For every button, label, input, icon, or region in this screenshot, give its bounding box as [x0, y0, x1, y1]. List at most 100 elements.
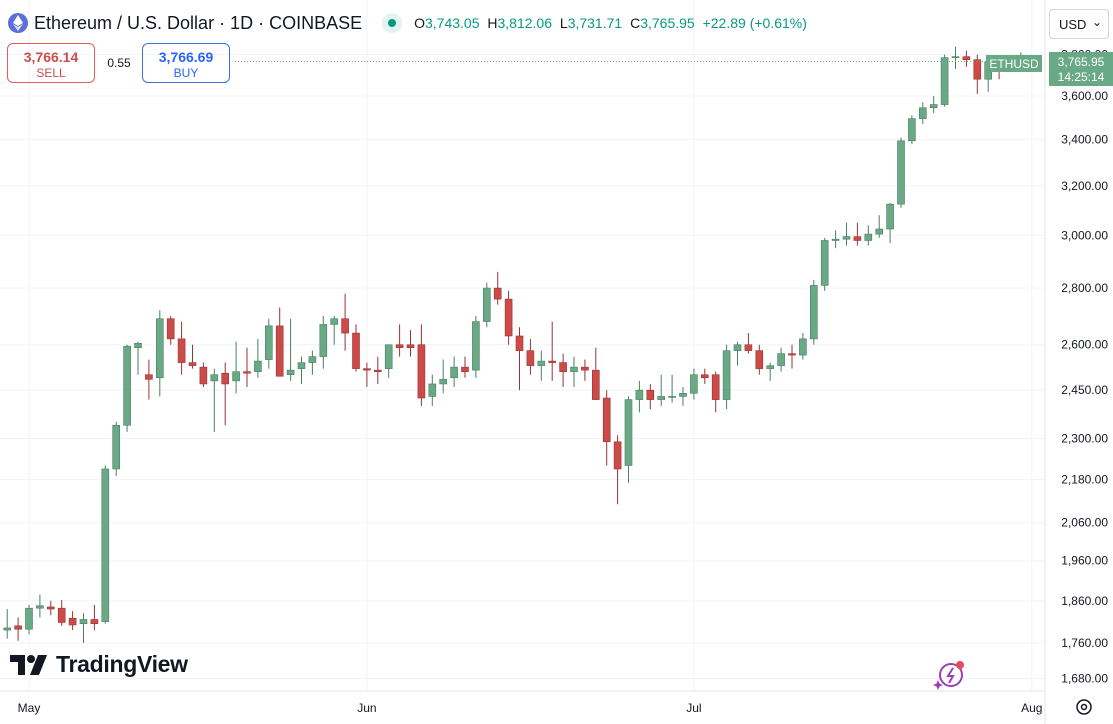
candle [624, 396, 633, 483]
candle [559, 353, 567, 388]
tradingview-logo[interactable]: TradingView [10, 651, 188, 678]
candle [428, 374, 437, 406]
y-tick-label: 3,000.00 [1061, 228, 1108, 242]
candle [417, 324, 426, 406]
symbol-label-bg [986, 55, 1042, 72]
candle-body [570, 366, 578, 372]
candle-body [352, 332, 360, 369]
y-tick-label: 2,800.00 [1061, 281, 1108, 295]
candle [613, 435, 622, 505]
candle [581, 359, 589, 381]
candle [951, 46, 960, 69]
candle [232, 341, 240, 394]
candle [3, 609, 11, 639]
candle [472, 315, 480, 378]
symbol-label: ETHUSD [986, 55, 1042, 72]
candle-body [57, 607, 66, 623]
candle [123, 344, 131, 432]
candle [308, 350, 317, 375]
candle-body [690, 374, 698, 394]
candle-body [744, 344, 753, 351]
ai-assist-icon[interactable] [932, 658, 966, 692]
candle-body [472, 321, 480, 371]
candle-body [940, 57, 949, 105]
candle-body [68, 617, 77, 626]
candle [14, 617, 22, 641]
candle [570, 356, 578, 388]
sell-button[interactable]: 3,766.14 SELL [7, 43, 95, 83]
candle-body [504, 298, 513, 337]
y-tick-label: 2,450.00 [1061, 383, 1108, 397]
candle [450, 356, 458, 388]
low-value: 3,731.71 [567, 15, 623, 31]
x-tick-label: May [18, 701, 41, 715]
candle-body [123, 345, 131, 426]
candle [755, 344, 764, 375]
candle [635, 380, 644, 413]
candle-body [232, 371, 240, 382]
candle-body [3, 627, 11, 631]
candle-body [788, 353, 796, 356]
candle [657, 374, 666, 406]
candle [101, 465, 110, 624]
candle-body [777, 353, 785, 366]
candle-body [243, 371, 251, 374]
candle [210, 368, 219, 432]
candle-body [319, 324, 328, 357]
candle-body [842, 236, 851, 240]
candle-body [668, 396, 676, 398]
candle-body [831, 238, 840, 241]
price-axis[interactable]: 3,800.003,600.003,400.003,200.003,000.00… [1061, 48, 1108, 686]
candle-body [646, 389, 655, 400]
candle [330, 315, 339, 345]
chart-title[interactable]: Ethereum / U.S. Dollar · 1D · COINBASE [34, 12, 363, 33]
candle-body [493, 287, 502, 300]
candle-body [384, 344, 393, 369]
candle [526, 338, 535, 375]
candle-body [886, 203, 894, 230]
x-tick-label: Aug [1021, 701, 1042, 715]
buy-label: BUY [173, 66, 199, 80]
y-tick-label: 1,680.00 [1061, 672, 1108, 686]
candle-body [297, 362, 306, 369]
ethereum-icon [8, 13, 28, 33]
candle-body [177, 338, 186, 363]
candle [853, 222, 862, 246]
candle-body [559, 362, 567, 372]
candle [515, 327, 524, 391]
time-axis[interactable]: May Jun Jul Aug [18, 701, 1043, 715]
y-tick-label: 3,400.00 [1061, 133, 1108, 147]
settings-icon[interactable] [1074, 697, 1094, 717]
currency-select[interactable]: USD ⌄ [1049, 9, 1109, 39]
spread-value: 0.55 [107, 56, 131, 70]
candle [766, 362, 775, 381]
candle-body [264, 325, 273, 360]
candle-body [221, 372, 229, 385]
candle-body [853, 236, 862, 241]
candle-body [25, 607, 33, 630]
candle-body [428, 383, 437, 397]
candle [690, 368, 698, 400]
candle [145, 359, 153, 400]
candle-body [134, 342, 142, 348]
candle [733, 341, 742, 366]
candle [788, 344, 796, 369]
candle-body [515, 335, 524, 351]
last-price-label-bg [1049, 52, 1113, 86]
y-tick-label: 1,960.00 [1061, 554, 1108, 568]
candle [25, 604, 33, 635]
candle-body [254, 360, 262, 372]
candle-body [864, 233, 873, 241]
candle [384, 344, 393, 378]
candle-body [188, 362, 197, 366]
candle [134, 341, 142, 375]
candle [188, 344, 197, 369]
candle [700, 368, 709, 384]
buy-button[interactable]: 3,766.69 BUY [142, 43, 230, 83]
candle [79, 613, 88, 643]
candle-body [79, 619, 88, 625]
candle-body [417, 344, 426, 399]
candle [90, 604, 99, 631]
candle-body [951, 56, 960, 58]
